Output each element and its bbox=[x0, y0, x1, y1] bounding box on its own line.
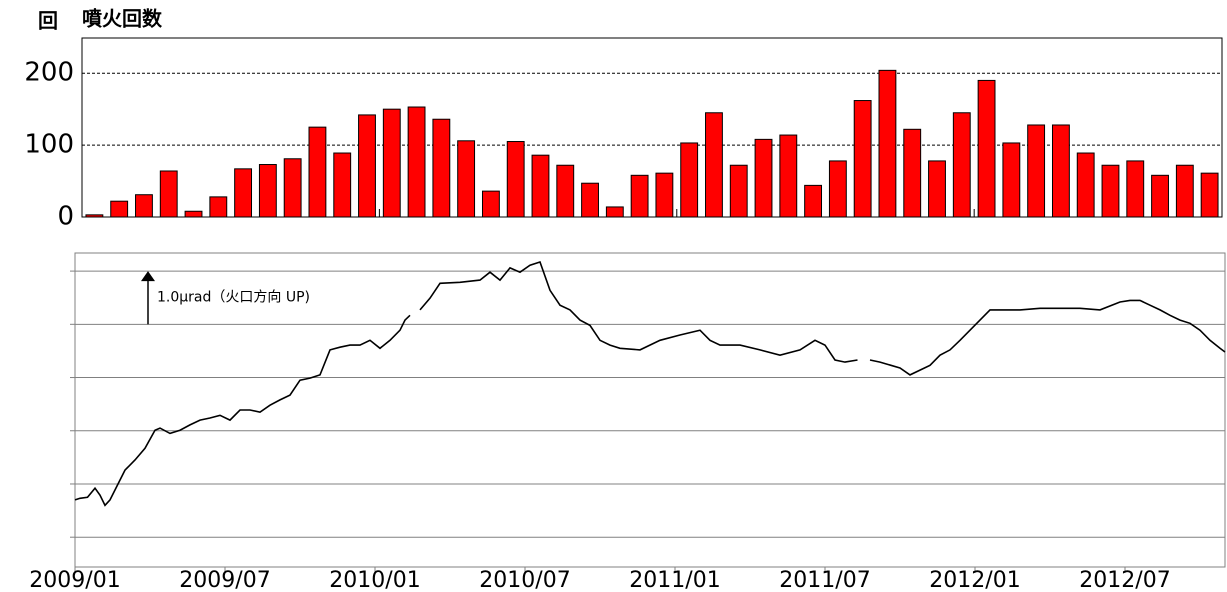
bar bbox=[283, 158, 302, 218]
x-tick-label: 2009/01 bbox=[29, 568, 120, 592]
bar bbox=[853, 100, 872, 218]
bar bbox=[581, 182, 599, 218]
bar bbox=[333, 152, 352, 218]
bar bbox=[506, 141, 525, 218]
bar bbox=[1027, 124, 1046, 218]
tilt-line bbox=[74, 261, 1226, 507]
y-tick-label: 200 bbox=[24, 58, 74, 88]
bar bbox=[705, 112, 723, 218]
bar bbox=[630, 174, 649, 218]
x-tick-label: 2011/01 bbox=[629, 568, 720, 592]
bar bbox=[1126, 160, 1145, 218]
bar bbox=[804, 184, 823, 218]
bar bbox=[135, 194, 153, 218]
plot-frame bbox=[81, 37, 1223, 218]
bar bbox=[209, 196, 228, 218]
bar bbox=[828, 160, 847, 218]
bar bbox=[1051, 124, 1070, 218]
bar bbox=[481, 190, 500, 218]
bar bbox=[358, 114, 376, 218]
plot-frame bbox=[74, 252, 1226, 568]
x-tick-label: 2012/01 bbox=[929, 568, 1020, 592]
bar bbox=[457, 140, 476, 218]
bar bbox=[903, 128, 922, 218]
bar bbox=[258, 164, 277, 218]
bar bbox=[754, 138, 773, 218]
bar bbox=[531, 154, 550, 218]
bar bbox=[655, 172, 674, 218]
bar bbox=[977, 79, 996, 218]
x-tick-label: 2012/07 bbox=[1079, 568, 1170, 592]
bar bbox=[928, 160, 946, 218]
bar bbox=[234, 168, 253, 218]
x-tick-label: 2010/01 bbox=[329, 568, 420, 592]
bar bbox=[952, 112, 971, 218]
bar bbox=[407, 106, 426, 218]
bar bbox=[308, 126, 327, 218]
bar bbox=[85, 214, 104, 218]
bar bbox=[1151, 174, 1169, 218]
bar bbox=[680, 142, 699, 218]
x-tick-label: 2011/07 bbox=[779, 568, 870, 592]
bar bbox=[1175, 164, 1194, 218]
y-tick-label: 0 bbox=[57, 202, 74, 232]
bar bbox=[878, 69, 897, 218]
bar bbox=[779, 134, 798, 218]
bar bbox=[1101, 164, 1120, 218]
bar bbox=[729, 164, 748, 218]
bar bbox=[184, 210, 203, 218]
bar bbox=[1002, 142, 1021, 218]
y-tick-label: 100 bbox=[24, 130, 74, 160]
bar bbox=[382, 108, 401, 218]
bar bbox=[432, 118, 451, 218]
y-axis-label: 回 bbox=[38, 9, 58, 33]
bar bbox=[556, 164, 575, 218]
x-tick-label: 2009/07 bbox=[179, 568, 270, 592]
scale-arrow-head bbox=[141, 271, 155, 282]
chart-title: 噴火回数 bbox=[82, 7, 163, 31]
x-tick-label: 2010/07 bbox=[479, 568, 570, 592]
bar bbox=[159, 170, 178, 218]
bar bbox=[605, 206, 624, 218]
annotation: 1.0μrad（火口方向 UP) bbox=[157, 290, 310, 306]
bar bbox=[110, 200, 129, 218]
bar bbox=[1076, 152, 1095, 218]
bar bbox=[1200, 172, 1219, 218]
